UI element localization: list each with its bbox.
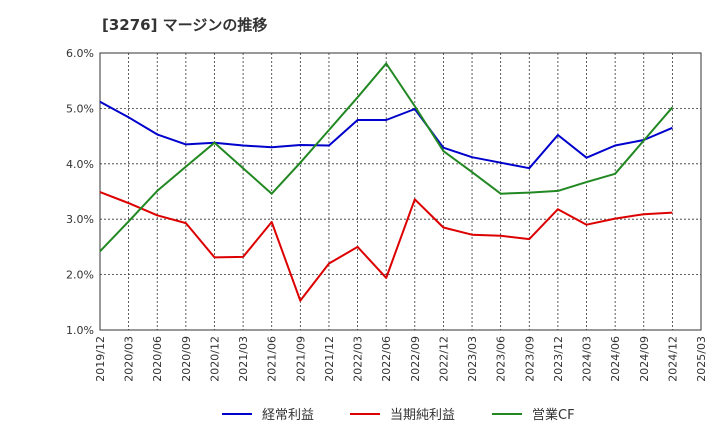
x-tick-label: 2024/03 [581, 336, 594, 382]
series-line-1 [99, 100, 673, 170]
plot-area [99, 52, 702, 331]
x-tick-label: 2025/03 [695, 336, 708, 382]
x-tick-label: 2022/03 [352, 336, 365, 382]
x-tick-label: 2022/12 [437, 336, 450, 382]
legend-label: 当期純利益 [390, 408, 455, 423]
x-tick-label: 2022/09 [409, 336, 422, 382]
x-tick-label: 2023/12 [552, 336, 565, 382]
y-tick-label: 3.0% [66, 213, 94, 226]
y-tick-label: 4.0% [66, 158, 94, 171]
x-tick-label: 2022/06 [380, 336, 393, 382]
x-tick-label: 2023/09 [523, 336, 536, 382]
x-tick-label: 2021/06 [266, 336, 279, 382]
legend: 経常利益 当期純利益 営業CF [222, 407, 575, 423]
y-tick-label: 6.0% [66, 47, 94, 60]
x-tick-label: 2020/09 [180, 336, 193, 382]
y-tick-label: 1.0% [66, 324, 94, 337]
x-tick-label: 2021/03 [237, 336, 250, 382]
x-tick-label: 2023/06 [495, 336, 508, 382]
x-tick-label: 2020/06 [151, 336, 164, 382]
y-tick-label: 5.0% [66, 102, 94, 115]
y-axis: 1.0% 2.0% 3.0% 4.0% 5.0% 6.0% [66, 47, 94, 337]
grid-lines [100, 53, 701, 330]
x-tick-label: 2024/09 [638, 336, 651, 382]
series-line-3 [99, 62, 674, 252]
chart-title: [3276] マージンの推移 [102, 16, 268, 34]
legend-label: 営業CF [532, 407, 575, 423]
x-tick-label: 2021/09 [294, 336, 307, 382]
x-tick-label: 2020/03 [123, 336, 136, 382]
x-tick-label: 2023/03 [466, 336, 479, 382]
series-line-2 [99, 191, 673, 302]
legend-label: 経常利益 [262, 408, 314, 423]
x-tick-label: 2021/12 [323, 336, 336, 382]
x-tick-label: 2019/12 [94, 336, 107, 382]
x-tick-label: 2024/06 [609, 336, 622, 382]
x-axis: 2019/12 2020/03 2020/06 2020/09 2020/12 2021/… [94, 336, 708, 382]
series-lines [99, 62, 674, 302]
y-tick-label: 2.0% [66, 269, 94, 282]
x-tick-label: 2024/12 [666, 336, 679, 382]
x-tick-label: 2020/12 [208, 336, 221, 382]
